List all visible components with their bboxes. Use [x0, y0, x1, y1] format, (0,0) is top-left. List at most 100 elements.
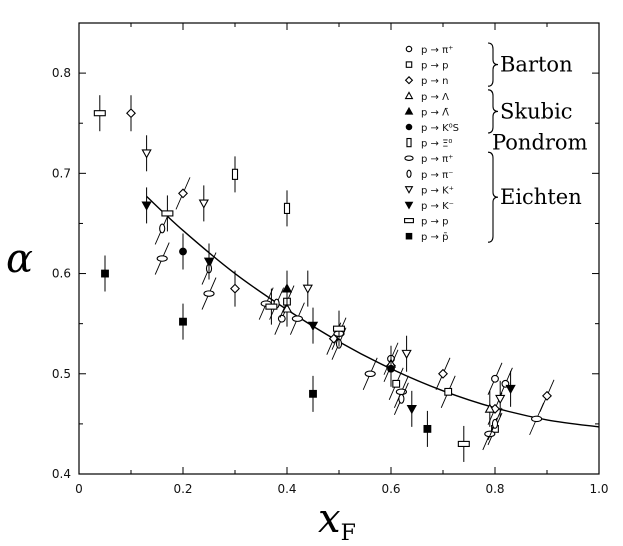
data-point — [283, 202, 291, 215]
y-tick-label: 0.7 — [52, 166, 71, 180]
series-4 — [281, 270, 293, 307]
data-point — [156, 255, 168, 262]
legend-entry-label: p → p — [421, 217, 448, 228]
data-point — [281, 283, 293, 293]
data-point — [491, 418, 499, 429]
legend-entry-label: p → n — [421, 76, 448, 87]
data-point — [203, 257, 215, 267]
legend-marker — [405, 61, 413, 68]
axis-ticks — [78, 23, 600, 475]
series-0 — [274, 302, 513, 400]
legend-marker — [406, 169, 412, 178]
x-tick-label: 0 — [75, 482, 83, 496]
data-point — [178, 188, 188, 199]
group-brace — [487, 89, 499, 134]
data-point — [364, 370, 376, 378]
x-axis-subscript: F — [341, 521, 356, 546]
data-point — [126, 108, 136, 119]
legend-entry-label: p → Λ — [421, 92, 449, 103]
legend: p → π⁺ p → p p → n p → Λ p → Λ̄ p → K⁰S p → Ξ⁰… — [404, 45, 459, 243]
series-11 — [93, 95, 470, 462]
legend-marker — [405, 45, 413, 53]
data-point — [179, 247, 187, 256]
legend-entry-label: p → K⁰S — [421, 123, 459, 134]
data-point — [307, 321, 319, 332]
data-point — [159, 223, 166, 234]
data-point — [203, 290, 215, 297]
legend-marker — [405, 123, 413, 131]
data-point — [141, 201, 152, 211]
legend-entry-label: p → π⁻ — [421, 170, 453, 181]
group-label-barton: Barton — [500, 53, 573, 77]
legend-group-labels: Barton Skubic Pondrom Eichten — [487, 42, 588, 243]
fit-curve — [146, 195, 600, 428]
x-tick-label: 0.4 — [277, 482, 296, 496]
x-tick-label: 0.2 — [173, 482, 192, 496]
data-point — [309, 389, 317, 398]
legend-marker — [404, 201, 414, 210]
data-point — [198, 199, 209, 209]
series-2 — [126, 95, 555, 426]
data-point — [484, 403, 495, 413]
y-tick-label: 0.4 — [52, 467, 71, 481]
data-point — [491, 374, 499, 383]
data-point — [101, 269, 109, 278]
data-point — [495, 394, 506, 405]
data-point — [265, 303, 278, 310]
legend-entry-label: p → Ξ⁰ — [421, 139, 452, 150]
data-point — [332, 325, 346, 332]
legend-entry-label: p → π⁺ — [421, 154, 453, 165]
group-brace — [487, 42, 499, 87]
data-point — [231, 168, 239, 180]
data-point — [406, 404, 417, 415]
data-point — [291, 315, 303, 322]
data-point — [179, 317, 187, 326]
data-point — [542, 390, 552, 401]
data-point — [387, 364, 395, 373]
legend-marker — [405, 232, 413, 240]
legend-marker — [404, 155, 414, 161]
data-point — [392, 379, 401, 388]
data-point — [505, 384, 516, 395]
group-label-eichten: Eichten — [500, 185, 582, 209]
series-6 — [231, 156, 291, 227]
data-point — [230, 283, 240, 294]
legend-entry-label: p → K⁺ — [421, 185, 454, 196]
series-12 — [101, 255, 432, 447]
x-tick-label: 0.6 — [381, 482, 400, 496]
y-tick-label: 0.8 — [52, 66, 71, 80]
group-brace — [487, 151, 499, 243]
data-point — [277, 314, 286, 323]
data-point — [423, 424, 432, 433]
axis-tick-labels: 0 0.2 0.4 0.6 0.8 1.0 0.4 0.5 0.6 0.7 0.8 — [52, 66, 609, 496]
group-label-skubic: Skubic — [500, 99, 573, 123]
legend-marker — [404, 76, 414, 85]
series-8 — [154, 212, 503, 441]
series-10 — [141, 187, 516, 427]
x-tick-label: 1.0 — [589, 482, 608, 496]
data-point — [161, 210, 174, 217]
legend-entry-label: p → Λ̄ — [421, 107, 449, 118]
data-point — [141, 149, 152, 159]
legend-marker — [404, 106, 414, 115]
legend-marker — [406, 137, 412, 148]
data-point — [401, 349, 412, 360]
y-tick-label: 0.6 — [52, 267, 71, 281]
data-points — [93, 95, 555, 462]
series-5 — [179, 233, 395, 387]
x-tick-label: 0.8 — [485, 482, 504, 496]
legend-marker — [404, 186, 414, 194]
plot-frame — [78, 22, 600, 475]
legend-entry-label: p → π⁺ — [421, 45, 453, 56]
data-point — [302, 284, 313, 294]
legend-marker — [404, 91, 414, 100]
data-point — [531, 415, 543, 423]
legend-entry-label: p → K⁻ — [421, 201, 454, 212]
legend-entry-label: p → p — [421, 61, 448, 72]
y-axis-label: α — [6, 236, 33, 282]
data-point — [281, 303, 293, 313]
series-7 — [154, 242, 545, 451]
group-label-pondrom: Pondrom — [492, 131, 588, 155]
x-axis-symbol: x — [318, 496, 341, 542]
